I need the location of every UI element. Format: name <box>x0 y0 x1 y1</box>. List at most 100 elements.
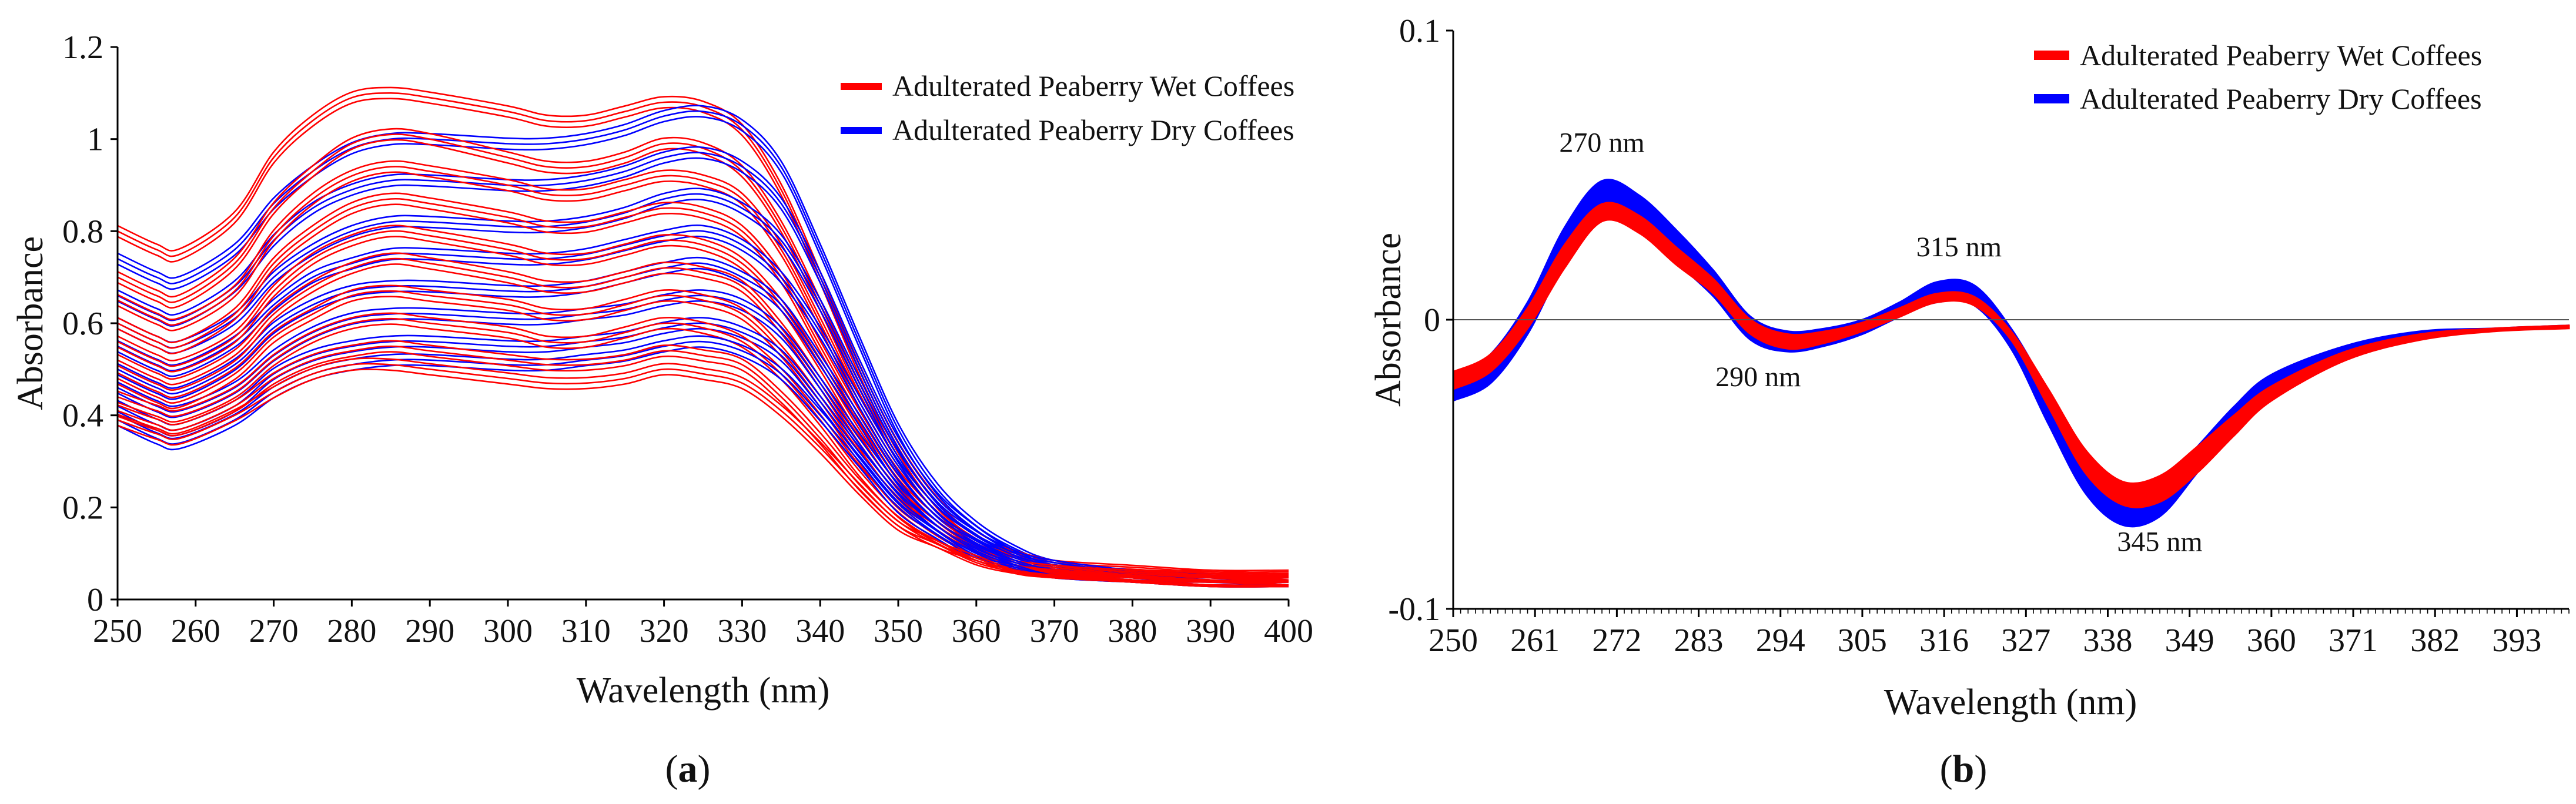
panel-a-wet-curve-18 <box>117 252 1289 581</box>
panel-a-dry-curve-16 <box>117 300 1289 588</box>
panel-a-label-letter: a <box>678 748 698 790</box>
panel-b-x-tick-label-338: 338 <box>2083 622 2132 659</box>
panel-a-wet-curve-20 <box>117 290 1289 582</box>
panel-a-dry-curve-12 <box>117 225 1289 581</box>
panel-a-legend: Adulterated Peaberry Wet Coffees Adulter… <box>841 69 1294 146</box>
panel-b-x-ticks: 250 261 272 283 294 305 316 327 338 349 360 371 382 3… <box>1428 609 2541 659</box>
panel-a-wet-curve-29 <box>117 363 1289 587</box>
panel-a-x-tick-label-250: 250 <box>93 613 142 649</box>
panel-a-dry-curve-11 <box>117 230 1289 582</box>
panel-a-dry-curve-3 <box>117 105 1289 577</box>
panel-b-x-tick-label-371: 371 <box>2329 622 2378 659</box>
panel-a-label: (a) <box>665 748 711 790</box>
panel-a-spectra-chart: 250 260 270 280 290 300 310 320 330 340 350 360 370 3… <box>11 29 1313 790</box>
panel-b-x-tick-label-327: 327 <box>2001 622 2050 659</box>
panel-b-x-tick-label-272: 272 <box>1592 622 1641 659</box>
panel-a-dry-curve-17 <box>117 294 1289 587</box>
panel-a-x-tick-label-260: 260 <box>171 613 220 649</box>
panel-b-x-axis-title: Wavelength (nm) <box>1884 682 2137 722</box>
panel-b-peak-annotations: 270 nm 290 nm 315 nm 345 nm <box>1559 128 2202 558</box>
panel-a-dry-curve-9 <box>117 187 1289 581</box>
panel-a-x-tick-label-310: 310 <box>561 613 611 649</box>
panel-a-x-tick-label-400: 400 <box>1264 613 1313 649</box>
panel-a-x-tick-label-390: 390 <box>1186 613 1235 649</box>
panel-a-dry-curve-23 <box>117 340 1289 587</box>
panel-a-wet-curve-28 <box>117 369 1289 588</box>
panel-a-x-tick-label-380: 380 <box>1108 613 1157 649</box>
panel-b-y-tick-label-2: 0.1 <box>1399 13 1440 49</box>
panel-b-wet-band <box>1452 202 2570 508</box>
panel-a-x-tick-label-370: 370 <box>1030 613 1079 649</box>
panel-a-dry-curve-1 <box>117 116 1289 579</box>
panel-a-wet-curve-23 <box>117 317 1289 587</box>
panel-a-x-tick-label-280: 280 <box>327 613 376 649</box>
panel-a-y-tick-label-0: 0 <box>87 582 103 618</box>
panel-a-wet-curve-7 <box>117 171 1289 579</box>
panel-a-dry-curve-8 <box>117 193 1289 582</box>
panel-b-y-ticks: -0.1 0 0.1 <box>1388 13 1453 628</box>
panel-a-x-tick-label-350: 350 <box>874 613 923 649</box>
panel-b-legend-dry-label: Adulterated Peaberry Dry Coffees <box>2080 82 2482 115</box>
panel-a-x-axis-title: Wavelength (nm) <box>577 671 830 711</box>
panel-a-wet-curve-24 <box>117 312 1289 586</box>
panel-b-derivative-chart: 250 261 272 283 294 305 316 327 338 349 360 371 382 3… <box>1369 13 2570 790</box>
panel-b-label-letter: b <box>1953 748 1975 790</box>
panel-a-x-tick-label-270: 270 <box>249 613 299 649</box>
panel-a-y-tick-label-3: 0.6 <box>62 306 103 342</box>
panel-b-legend-wet-label: Adulterated Peaberry Wet Coffees <box>2080 39 2482 72</box>
panel-a-x-tick-label-330: 330 <box>717 613 767 649</box>
panel-b-x-tick-label-360: 360 <box>2247 622 2296 659</box>
panel-b-x-tick-label-305: 305 <box>1838 622 1887 659</box>
panel-a-dry-curve-15 <box>117 256 1289 586</box>
panel-a-y-ticks: 0 0.2 0.4 0.6 0.8 1 1.2 <box>62 29 118 618</box>
panel-b-x-tick-label-294: 294 <box>1756 622 1805 659</box>
panel-a-dry-curve-18 <box>117 289 1289 586</box>
panel-a-dry-curve-13 <box>117 267 1289 588</box>
panel-b-bands <box>1452 179 2570 528</box>
panel-a-x-tick-label-340: 340 <box>795 613 845 649</box>
panel-a-wet-curve-13 <box>117 236 1289 583</box>
panel-a-x-tick-label-290: 290 <box>405 613 454 649</box>
panel-a-y-tick-label-6: 1.2 <box>62 29 103 66</box>
panel-a-y-axis-title: Absorbance <box>11 236 51 410</box>
panel-b-y-axis-title: Absorbance <box>1369 233 1409 407</box>
panel-b-y-tick-label-1: 0 <box>1424 302 1440 339</box>
panel-b-annotation-315-nm: 315 nm <box>1916 232 2002 263</box>
panel-a-x-tick-label-360: 360 <box>952 613 1001 649</box>
panel-b-label: (b) <box>1940 748 1988 790</box>
panel-b-annotation-290-nm: 290 nm <box>1715 361 1801 393</box>
panel-a-y-tick-label-1: 0.2 <box>62 490 103 526</box>
panel-b-x-tick-label-393: 393 <box>2492 622 2541 659</box>
panel-a-y-tick-label-2: 0.4 <box>62 398 103 434</box>
panel-a-legend-dry-label: Adulterated Peaberry Dry Coffees <box>892 113 1294 146</box>
panel-b-annotation-345-nm: 345 nm <box>2117 527 2202 558</box>
panel-a-curves <box>117 86 1289 588</box>
panel-b-x-tick-label-261: 261 <box>1510 622 1560 659</box>
panel-a-y-tick-label-5: 1 <box>87 122 103 158</box>
panel-b-x-tick-label-250: 250 <box>1428 622 1478 659</box>
panel-a-dry-curve-2 <box>117 110 1289 578</box>
panel-a-x-tick-label-300: 300 <box>483 613 533 649</box>
panel-a-dry-curve-14 <box>117 262 1289 587</box>
panel-b-x-tick-label-382: 382 <box>2410 622 2460 659</box>
panel-a-dry-curve-21 <box>117 317 1289 587</box>
panel-b-x-tick-label-349: 349 <box>2165 622 2214 659</box>
panel-a-wet-curve-10 <box>117 203 1289 579</box>
panel-a-wet-curve-17 <box>117 257 1289 582</box>
panel-b-legend: Adulterated Peaberry Wet Coffees Adulter… <box>2034 39 2482 115</box>
panel-b-y-tick-label-0: -0.1 <box>1388 591 1440 628</box>
panel-a-x-ticks: 250 260 270 280 290 300 310 320 330 340 350 360 370 3… <box>93 599 1313 649</box>
panel-a-wet-curve-16 <box>117 263 1289 584</box>
panel-b-x-tick-label-316: 316 <box>1919 622 1969 659</box>
panel-a-y-tick-label-4: 0.8 <box>62 213 103 250</box>
panel-b-x-minor-ticks <box>1453 609 2570 614</box>
panel-a-wet-curve-30 <box>117 357 1289 587</box>
panel-b-x-tick-label-283: 283 <box>1674 622 1724 659</box>
panel-a-wet-curve-4 <box>117 139 1289 579</box>
panel-b-dry-band <box>1452 179 2570 528</box>
panel-b-annotation-270-nm: 270 nm <box>1559 128 1644 159</box>
panel-a-legend-wet-label: Adulterated Peaberry Wet Coffees <box>892 69 1294 102</box>
panel-a-dry-curve-10 <box>117 235 1289 584</box>
panel-a-wet-curve-6 <box>117 128 1289 576</box>
